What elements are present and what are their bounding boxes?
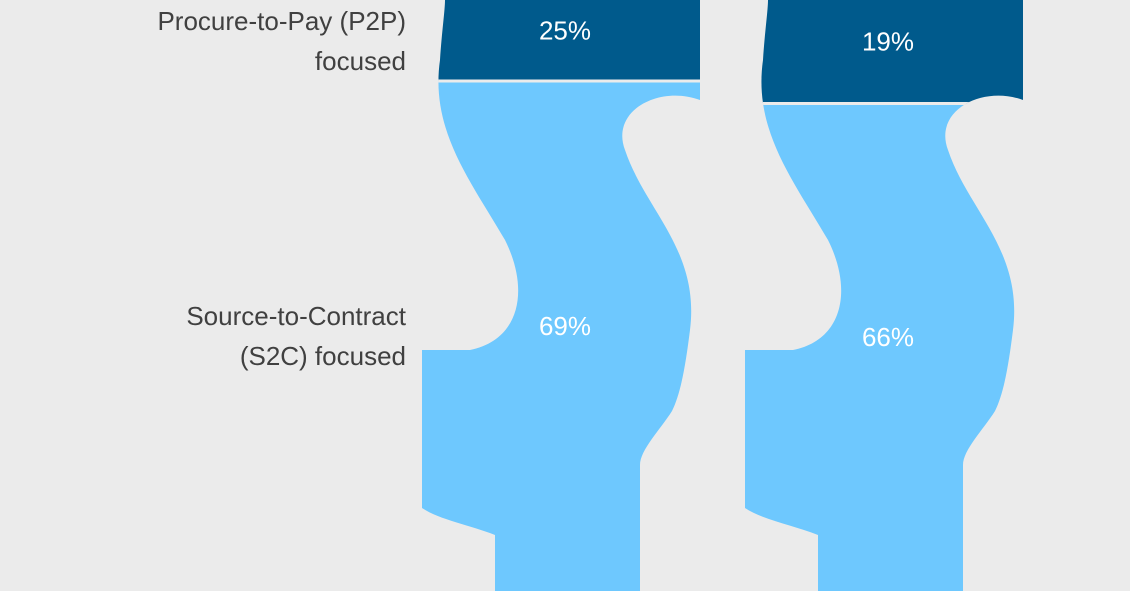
legend-label: Procure-to-Pay (P2P) focused — [157, 5, 406, 76]
pictogram — [422, 0, 700, 591]
value-label: 69% — [539, 311, 591, 341]
value-labels: 66% 19% — [862, 27, 914, 353]
segment — [422, 0, 700, 83]
value-label: 19% — [862, 27, 914, 57]
pictogram — [745, 0, 1023, 591]
legend-label: Source-to-Contract (S2C) focused — [186, 301, 406, 371]
segment — [745, 0, 1023, 105]
value-label: 25% — [539, 15, 591, 45]
value-labels: 69% 25% — [539, 15, 591, 341]
value-label: 66% — [862, 322, 914, 352]
